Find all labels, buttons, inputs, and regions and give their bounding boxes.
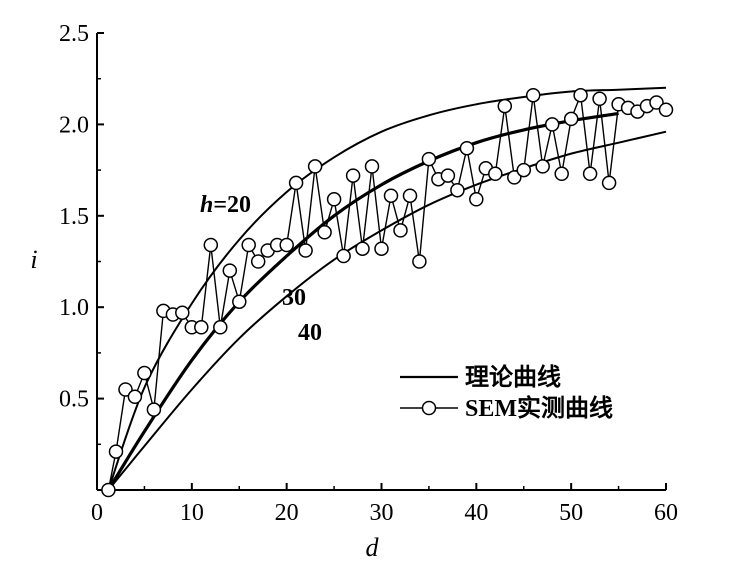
sem-data-point <box>469 192 484 207</box>
sem-data-point <box>175 305 190 320</box>
sem-data-point <box>279 237 294 253</box>
sem-data-point <box>203 237 219 253</box>
sem-data-point <box>222 263 238 278</box>
y-tick-label: 2.0 <box>59 112 89 138</box>
curve-label-h20: h=20 <box>200 192 251 218</box>
sem-data-point <box>146 402 162 417</box>
sem-data-point <box>440 168 456 183</box>
x-tick-label: 60 <box>654 500 678 526</box>
sem-data-point <box>383 188 399 203</box>
y-tick-label: 2.5 <box>59 21 89 47</box>
curve-label-h40: 40 <box>298 320 322 346</box>
sem-data-point <box>393 223 408 238</box>
x-tick-label: 20 <box>275 500 299 526</box>
legend-sem-marker <box>421 400 437 416</box>
curve-label-h20-value: =20 <box>213 192 251 218</box>
sem-data-point <box>118 382 133 397</box>
sem-data-point <box>507 170 522 185</box>
x-axis-label: d <box>366 533 380 562</box>
sem-data-point <box>658 102 674 118</box>
x-tick-label: 40 <box>464 500 488 526</box>
x-tick-label: 50 <box>559 500 583 526</box>
series <box>107 86 667 491</box>
y-tick-label: 1.0 <box>59 295 89 321</box>
markers <box>101 87 674 498</box>
y-tick-label: 0.5 <box>59 387 89 413</box>
sem-data-point <box>345 168 361 183</box>
sem-data-point <box>402 188 418 203</box>
y-tick-label: 1.5 <box>59 204 89 230</box>
sem-data-point <box>127 389 143 405</box>
sem-data-point <box>213 320 228 335</box>
sem-data-point <box>582 166 598 182</box>
sem-data-point <box>450 182 465 198</box>
curve-label-h20-var: h <box>200 192 213 218</box>
sem-data-point <box>137 365 152 381</box>
sem-data-point <box>563 111 579 127</box>
sem-data-point <box>298 243 313 258</box>
sem-data-point <box>525 87 541 103</box>
sem-data-point <box>516 162 532 178</box>
sem-data-point <box>326 192 342 207</box>
sem-data-point <box>364 159 380 174</box>
sem-data-point <box>194 320 209 335</box>
sem-data-point <box>488 166 503 182</box>
ticks <box>96 32 667 490</box>
sem-data-point <box>592 91 607 107</box>
sem-data-point <box>649 95 664 110</box>
sem-data-point <box>108 444 124 459</box>
sem-data-point <box>355 241 370 256</box>
sem-data-point <box>317 225 332 240</box>
sem-data-point <box>250 254 266 269</box>
sem-data-point <box>374 241 389 256</box>
sem-data-point <box>535 159 550 174</box>
legend: 理论曲线 SEM实测曲线 <box>400 363 613 422</box>
legend-sem-label: SEM实测曲线 <box>465 394 613 422</box>
tick-labels: 0 10 20 30 40 50 60 0.5 1.0 1.5 2.0 2.5 <box>59 21 678 526</box>
sem-data-point <box>336 248 351 264</box>
sem-data-point <box>241 237 256 253</box>
theory_h40-line <box>107 130 667 491</box>
curve-label-h30: 30 <box>282 285 306 311</box>
sem-data-point <box>288 175 304 191</box>
y-axis-label: i <box>30 245 37 274</box>
sem-data-point <box>601 175 617 191</box>
x-tick-label: 0 <box>91 500 103 526</box>
sem-data-point <box>497 98 513 114</box>
sem-data-point <box>554 166 569 182</box>
theory_h20-line <box>107 86 667 491</box>
sem-data-point <box>412 254 427 269</box>
sem_measured-line <box>107 94 667 491</box>
sem-data-point <box>459 140 475 156</box>
sem-data-point <box>573 87 588 103</box>
theory_h30-line <box>107 111 619 491</box>
legend-theory-label: 理论曲线 <box>465 363 561 391</box>
sem-data-point <box>421 151 437 167</box>
x-tick-label: 10 <box>180 500 204 526</box>
sem-data-point <box>307 159 323 174</box>
x-tick-label: 30 <box>370 500 394 526</box>
sem-data-point <box>232 294 247 309</box>
sem-data-point <box>544 117 560 132</box>
sem-data-point <box>101 482 116 498</box>
